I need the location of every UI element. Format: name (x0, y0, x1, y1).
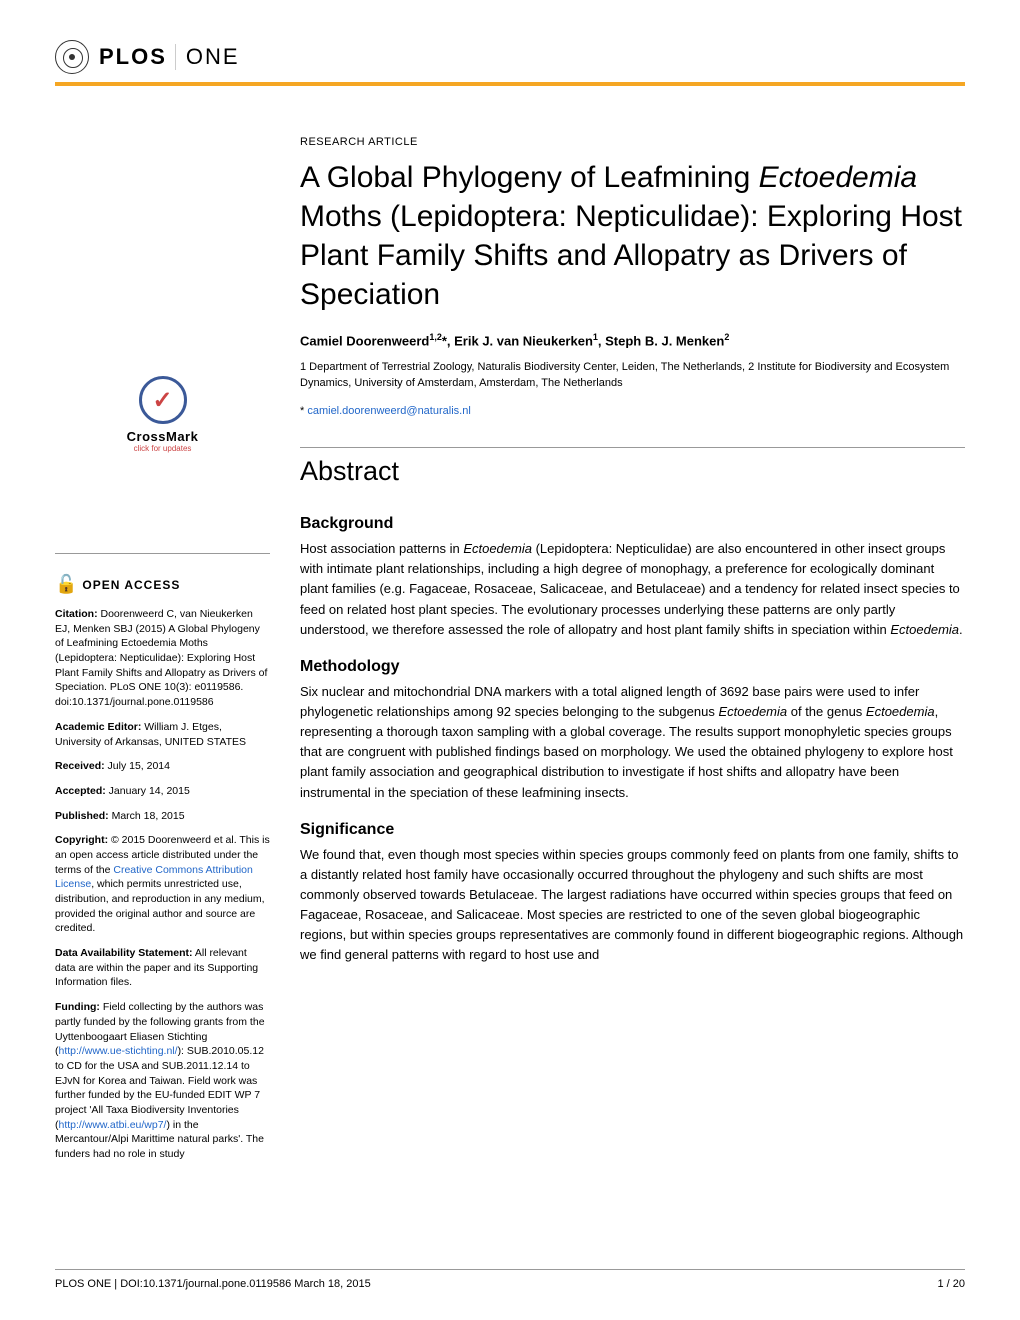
methodology-heading: Methodology (300, 658, 965, 676)
footer-left: PLOS ONE | DOI:10.1371/journal.pone.0119… (55, 1278, 371, 1290)
meth-italic2: Ectoedemia (866, 704, 935, 719)
citation-block: Citation: Doorenweerd C, van Nieukerken … (55, 607, 270, 710)
journal-logo: PLOS ONE (55, 40, 965, 74)
open-access-badge: 🔓 OPEN ACCESS (55, 574, 270, 595)
published-label: Published: (55, 810, 109, 822)
crossmark-widget[interactable]: ✓ CrossMark click for updates (55, 376, 270, 453)
received-text: July 15, 2014 (105, 760, 170, 772)
editor-block: Academic Editor: William J. Etges, Unive… (55, 720, 270, 749)
received-block: Received: July 15, 2014 (55, 759, 270, 774)
open-access-label: OPEN ACCESS (82, 578, 180, 592)
editor-label: Academic Editor: (55, 721, 141, 733)
funding-link2[interactable]: http://www.atbi.eu/wp7/ (59, 1119, 167, 1131)
correspondence: * camiel.doorenweerd@naturalis.nl (300, 405, 965, 417)
citation-text: Doorenweerd C, van Nieukerken EJ, Menken… (55, 608, 267, 708)
crossmark-icon: ✓ (139, 376, 187, 424)
logo-brand: PLOS (99, 44, 167, 70)
affiliations-text: 1 Department of Terrestrial Zoology, Nat… (300, 361, 949, 388)
published-block: Published: March 18, 2015 (55, 809, 270, 824)
received-label: Received: (55, 760, 105, 772)
bg-post: . (959, 622, 963, 637)
author2: Erik J. van Nieukerken (454, 333, 593, 348)
background-text: Host association patterns in Ectoedemia … (300, 539, 965, 640)
crossmark-sub: click for updates (55, 444, 270, 453)
significance-heading: Significance (300, 821, 965, 839)
author1-star: *, (442, 333, 454, 348)
title-italic: Ectoedemia (759, 161, 917, 194)
authors-list: Camiel Doorenweerd1,2*, Erik J. van Nieu… (300, 332, 965, 348)
meth-mid1: of the genus (787, 704, 866, 719)
abstract-heading: Abstract (300, 447, 965, 487)
funding-link1[interactable]: http://www.ue-stichting.nl/ (59, 1045, 178, 1057)
author3-sup: 2 (724, 332, 729, 342)
bg-pre: Host association patterns in (300, 541, 463, 556)
data-availability-block: Data Availability Statement: All relevan… (55, 946, 270, 990)
background-heading: Background (300, 515, 965, 533)
copyright-label: Copyright: (55, 834, 108, 846)
funding-block: Funding: Field collecting by the authors… (55, 1000, 270, 1162)
author1-sup: 1,2 (429, 332, 442, 342)
bg-italic1: Ectoedemia (463, 541, 532, 556)
meth-italic1: Ectoedemia (718, 704, 787, 719)
significance-text: We found that, even though most species … (300, 845, 965, 966)
accepted-label: Accepted: (55, 785, 106, 797)
plos-icon (55, 40, 89, 74)
bg-italic2: Ectoedemia (890, 622, 959, 637)
author1: Camiel Doorenweerd (300, 333, 429, 348)
accent-divider (55, 82, 965, 86)
copyright-block: Copyright: © 2015 Doorenweerd et al. Thi… (55, 833, 270, 936)
data-label: Data Availability Statement: (55, 947, 193, 959)
logo-journal: ONE (175, 44, 240, 70)
published-text: March 18, 2015 (109, 810, 185, 822)
correspondence-email[interactable]: camiel.doorenweerd@naturalis.nl (307, 405, 470, 417)
funding-label: Funding: (55, 1001, 100, 1013)
accepted-block: Accepted: January 14, 2015 (55, 784, 270, 799)
footer-right: 1 / 20 (937, 1278, 965, 1290)
author3: Steph B. J. Menken (605, 333, 724, 348)
crossmark-label: CrossMark (55, 429, 270, 444)
page-footer: PLOS ONE | DOI:10.1371/journal.pone.0119… (55, 1269, 965, 1290)
accepted-text: January 14, 2015 (106, 785, 190, 797)
affiliations: 1 Department of Terrestrial Zoology, Nat… (300, 360, 965, 391)
methodology-text: Six nuclear and mitochondrial DNA marker… (300, 682, 965, 803)
citation-label: Citation: (55, 608, 98, 620)
unlock-icon: 🔓 (55, 574, 77, 595)
title-part1: A Global Phylogeny of Leafmining (300, 161, 759, 194)
article-title: A Global Phylogeny of Leafmining Ectoede… (300, 158, 965, 314)
article-type: RESEARCH ARTICLE (300, 136, 965, 148)
title-part2: Moths (Lepidoptera: Nepticulidae): Explo… (300, 200, 962, 311)
sidebar-divider (55, 553, 270, 554)
